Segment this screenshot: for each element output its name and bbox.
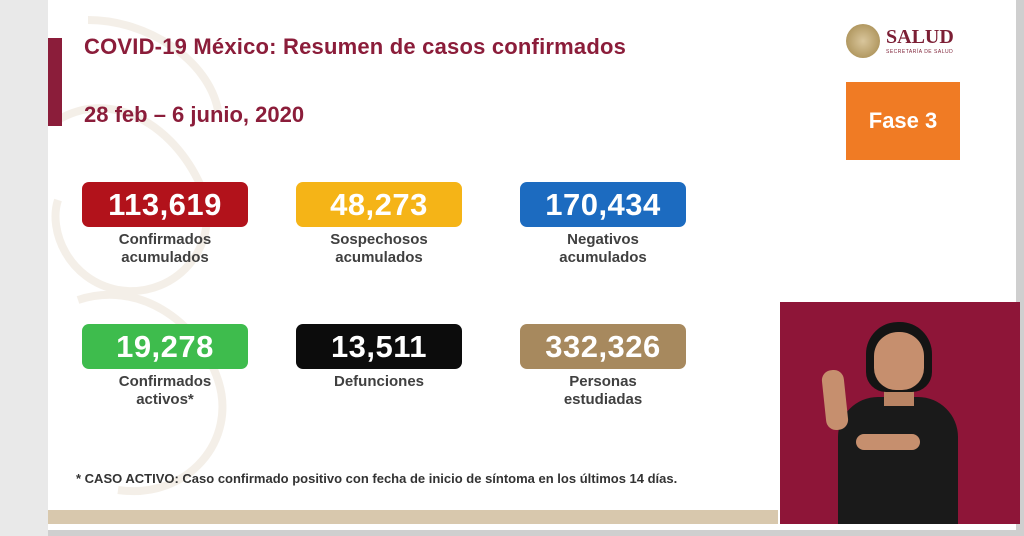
salud-logo: SALUD SECRETARÍA DE SALUD [846, 24, 976, 60]
stat-value-box: 13,511 [296, 324, 462, 369]
stat-label: Confirmados acumulados [118, 231, 212, 266]
stat-negativos-acumulados: 170,434 Negativos acumulados [520, 182, 686, 267]
stat-sospechosos-acumulados: 48,273 Sospechosos acumulados [296, 182, 462, 267]
stat-confirmados-activos: 19,278 Confirmados activos* [82, 324, 248, 409]
background-pattern [51, 16, 227, 496]
interpreter-face [874, 332, 924, 390]
stat-value-box: 48,273 [296, 182, 462, 227]
stat-personas-estudiadas: 332,326 Personas estudiadas [520, 324, 686, 409]
stat-value-box: 113,619 [82, 182, 248, 227]
phase-badge: Fase 3 [846, 82, 960, 160]
stat-confirmados-acumulados: 113,619 Confirmados acumulados [82, 182, 248, 267]
stat-label: Sospechosos acumulados [330, 231, 428, 266]
slide-title: COVID-19 México: Resumen de casos confir… [84, 34, 627, 59]
left-margin [0, 0, 48, 536]
stat-label: Personas estudiadas [563, 373, 643, 408]
stat-label: Defunciones [333, 373, 424, 390]
logo-subtitle: SECRETARÍA DE SALUD [886, 49, 954, 55]
stat-label: Confirmados activos* [118, 373, 212, 408]
interpreter-hand-left [820, 369, 850, 431]
interpreter-hand-right [856, 434, 920, 450]
interpreter-body [838, 397, 958, 524]
title-accent-bar [48, 38, 62, 126]
stat-value-box: 170,434 [520, 182, 686, 227]
logo-name: SALUD [886, 26, 954, 48]
date-range: 28 feb – 6 junio, 2020 [84, 102, 305, 127]
stat-label: Negativos acumulados [559, 231, 647, 266]
sign-language-interpreter [780, 302, 1020, 524]
stat-defunciones: 13,511 Defunciones [296, 324, 462, 391]
stat-value-box: 19,278 [82, 324, 248, 369]
stat-value-box: 332,326 [520, 324, 686, 369]
footnote: * CASO ACTIVO: Caso confirmado positivo … [76, 471, 678, 486]
seal-icon [846, 24, 880, 58]
bottom-decorative-strip [48, 510, 778, 524]
